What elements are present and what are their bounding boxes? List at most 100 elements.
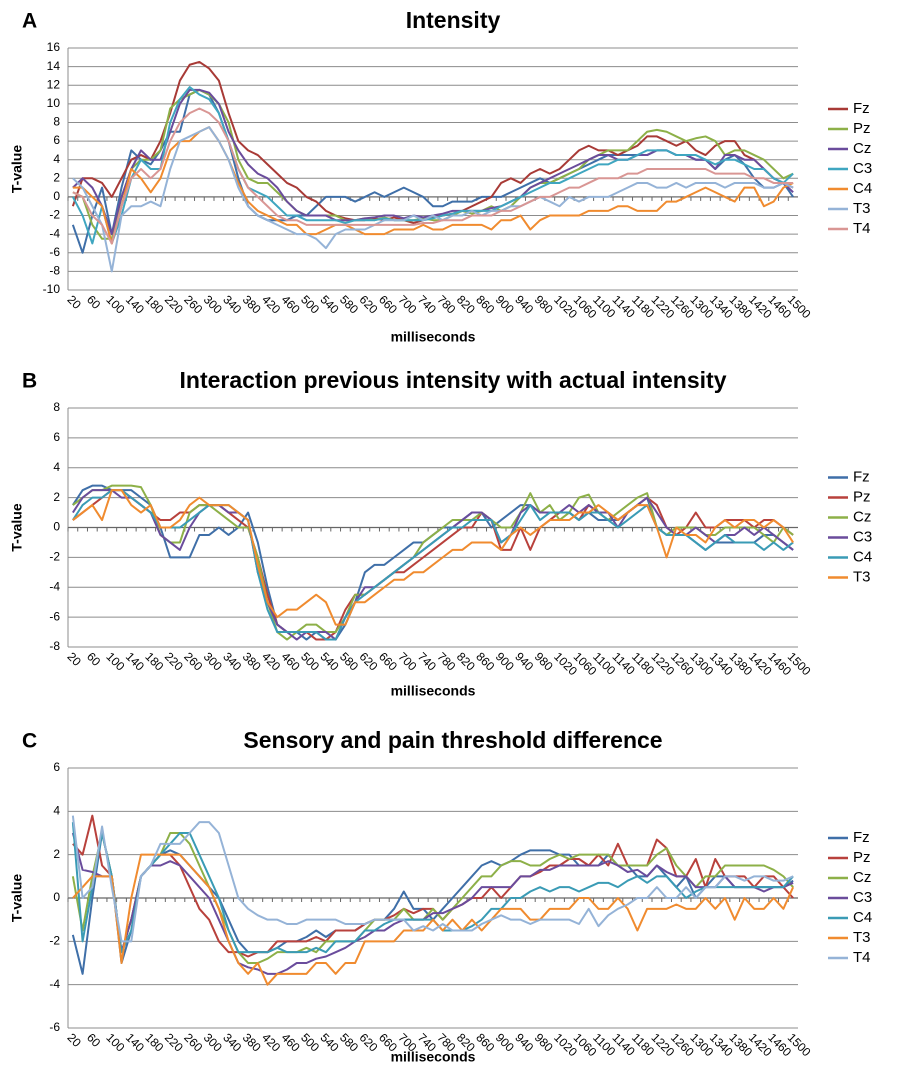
y-tick-label: 6 bbox=[53, 430, 60, 444]
legend-label: T4 bbox=[853, 949, 871, 966]
chart-title: Sensory and pain threshold difference bbox=[243, 727, 662, 753]
x-tick-label: 420 bbox=[259, 1030, 283, 1054]
x-tick-label: 740 bbox=[415, 649, 439, 673]
x-tick-label: 780 bbox=[434, 292, 458, 316]
legend-label: Fz bbox=[853, 829, 870, 846]
panel-letter: C bbox=[22, 730, 37, 753]
y-tick-label: -8 bbox=[49, 264, 60, 278]
x-tick-label: 420 bbox=[259, 292, 283, 316]
x-tick-label: 260 bbox=[181, 292, 205, 316]
legend-label: T4 bbox=[853, 220, 871, 237]
x-tick-label: 420 bbox=[259, 649, 283, 673]
series-line bbox=[72, 484, 794, 641]
y-tick-label: 8 bbox=[53, 115, 60, 129]
y-tick-label: 12 bbox=[47, 77, 61, 91]
panel-letter: A bbox=[22, 10, 37, 33]
legend-label: T3 bbox=[853, 929, 871, 946]
x-tick-label: 380 bbox=[240, 1030, 264, 1054]
x-tick-label: 460 bbox=[279, 649, 303, 673]
x-tick-label: 860 bbox=[473, 292, 497, 316]
x-tick-label: 780 bbox=[434, 649, 458, 673]
x-tick-label: 100 bbox=[103, 292, 127, 316]
x-tick-label: 940 bbox=[512, 649, 536, 673]
x-tick-label: 380 bbox=[240, 292, 264, 316]
panel-letter: B bbox=[22, 370, 37, 393]
x-tick-label: 380 bbox=[240, 649, 264, 673]
series-line bbox=[72, 484, 794, 641]
x-tick-label: 940 bbox=[512, 1030, 536, 1054]
x-tick-label: 820 bbox=[454, 649, 478, 673]
legend-label: C3 bbox=[853, 160, 872, 177]
x-tick-label: 20 bbox=[65, 649, 85, 669]
legend-label: C4 bbox=[853, 909, 872, 926]
y-tick-label: -6 bbox=[49, 609, 60, 623]
y-tick-label: -2 bbox=[49, 550, 60, 564]
x-tick-label: 220 bbox=[162, 292, 186, 316]
x-tick-label: 540 bbox=[318, 649, 342, 673]
x-tick-label: 180 bbox=[142, 292, 166, 316]
x-tick-label: 620 bbox=[357, 292, 381, 316]
y-tick-label: 2 bbox=[53, 170, 60, 184]
x-tick-label: 260 bbox=[181, 1030, 205, 1054]
x-tick-label: 60 bbox=[84, 649, 104, 669]
y-tick-label: -10 bbox=[43, 282, 61, 296]
x-tick-label: 900 bbox=[493, 649, 517, 673]
x-tick-label: 900 bbox=[493, 1030, 517, 1054]
x-tick-label: 260 bbox=[181, 649, 205, 673]
y-tick-label: 4 bbox=[53, 804, 60, 818]
x-tick-label: 860 bbox=[473, 1030, 497, 1054]
x-tick-label: 700 bbox=[395, 649, 419, 673]
y-tick-label: -6 bbox=[49, 245, 60, 259]
y-tick-label: 0 bbox=[53, 520, 60, 534]
y-tick-label: 6 bbox=[53, 760, 60, 774]
x-tick-label: 980 bbox=[532, 649, 556, 673]
x-tick-label: 180 bbox=[142, 1030, 166, 1054]
y-tick-label: -4 bbox=[49, 579, 60, 593]
chart-title: Intensity bbox=[406, 7, 501, 33]
chart-title: Interaction previous intensity with actu… bbox=[180, 367, 727, 393]
x-tick-label: 300 bbox=[201, 649, 225, 673]
legend-label: C4 bbox=[853, 180, 872, 197]
x-tick-label: 620 bbox=[357, 649, 381, 673]
x-tick-label: 660 bbox=[376, 649, 400, 673]
x-tick-label: 860 bbox=[473, 649, 497, 673]
legend-label: Fz bbox=[853, 100, 870, 117]
y-axis-label: T-value bbox=[9, 145, 25, 193]
legend-label: Fz bbox=[853, 468, 870, 485]
x-tick-label: 460 bbox=[279, 1030, 303, 1054]
x-tick-label: 620 bbox=[357, 1030, 381, 1054]
series-line bbox=[72, 489, 794, 626]
x-tick-label: 580 bbox=[337, 649, 361, 673]
x-axis-label: milliseconds bbox=[391, 1049, 476, 1065]
x-tick-label: 300 bbox=[201, 292, 225, 316]
y-tick-label: 0 bbox=[53, 189, 60, 203]
x-tick-label: 740 bbox=[415, 292, 439, 316]
y-tick-label: -6 bbox=[49, 1020, 60, 1034]
series-line bbox=[71, 815, 794, 943]
series-line bbox=[72, 126, 794, 273]
series-line bbox=[72, 88, 794, 236]
series-line bbox=[71, 88, 794, 254]
y-tick-label: 4 bbox=[53, 152, 60, 166]
series-line bbox=[71, 60, 794, 224]
legend-label: C3 bbox=[853, 889, 872, 906]
x-tick-label: 20 bbox=[65, 292, 85, 312]
x-tick-label: 60 bbox=[84, 1030, 104, 1050]
series-line bbox=[72, 88, 794, 240]
y-tick-label: 8 bbox=[53, 400, 60, 414]
x-tick-label: 340 bbox=[220, 292, 244, 316]
legend-label: Cz bbox=[853, 140, 871, 157]
x-tick-label: 340 bbox=[220, 649, 244, 673]
y-tick-label: 2 bbox=[53, 490, 60, 504]
legend-label: Pz bbox=[853, 120, 871, 137]
x-tick-label: 140 bbox=[123, 1030, 147, 1054]
legend-label: Cz bbox=[853, 508, 871, 525]
x-tick-label: 580 bbox=[337, 1030, 361, 1054]
series-line bbox=[71, 832, 794, 975]
x-tick-label: 700 bbox=[395, 292, 419, 316]
x-tick-label: 100 bbox=[103, 1030, 127, 1054]
y-tick-label: 4 bbox=[53, 460, 60, 474]
y-tick-label: -2 bbox=[49, 934, 60, 948]
x-tick-label: 60 bbox=[84, 292, 104, 312]
